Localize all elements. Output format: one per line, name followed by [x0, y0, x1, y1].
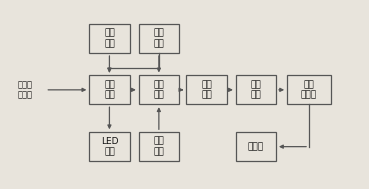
- FancyBboxPatch shape: [186, 75, 227, 104]
- Text: 移相
触发: 移相 触发: [251, 80, 261, 100]
- Text: 加热炉: 加热炉: [248, 142, 264, 151]
- Text: 固态
继电器: 固态 继电器: [301, 80, 317, 100]
- FancyBboxPatch shape: [139, 24, 179, 53]
- FancyBboxPatch shape: [89, 24, 130, 53]
- Text: 电压
比较: 电压 比较: [201, 80, 212, 100]
- FancyBboxPatch shape: [287, 75, 331, 104]
- Text: 比例
积分: 比例 积分: [154, 80, 164, 100]
- Text: 温度信
号输入: 温度信 号输入: [18, 80, 33, 100]
- Text: 温度
补偿: 温度 补偿: [104, 29, 115, 49]
- FancyBboxPatch shape: [236, 75, 276, 104]
- Text: 信号
放大: 信号 放大: [104, 80, 115, 100]
- FancyBboxPatch shape: [139, 75, 179, 104]
- FancyBboxPatch shape: [139, 132, 179, 161]
- FancyBboxPatch shape: [89, 75, 130, 104]
- FancyBboxPatch shape: [236, 132, 276, 161]
- Text: LED
显示: LED 显示: [101, 137, 118, 156]
- Text: 电源
部分: 电源 部分: [154, 29, 164, 49]
- FancyBboxPatch shape: [89, 132, 130, 161]
- Text: 超温
保护: 超温 保护: [154, 137, 164, 156]
